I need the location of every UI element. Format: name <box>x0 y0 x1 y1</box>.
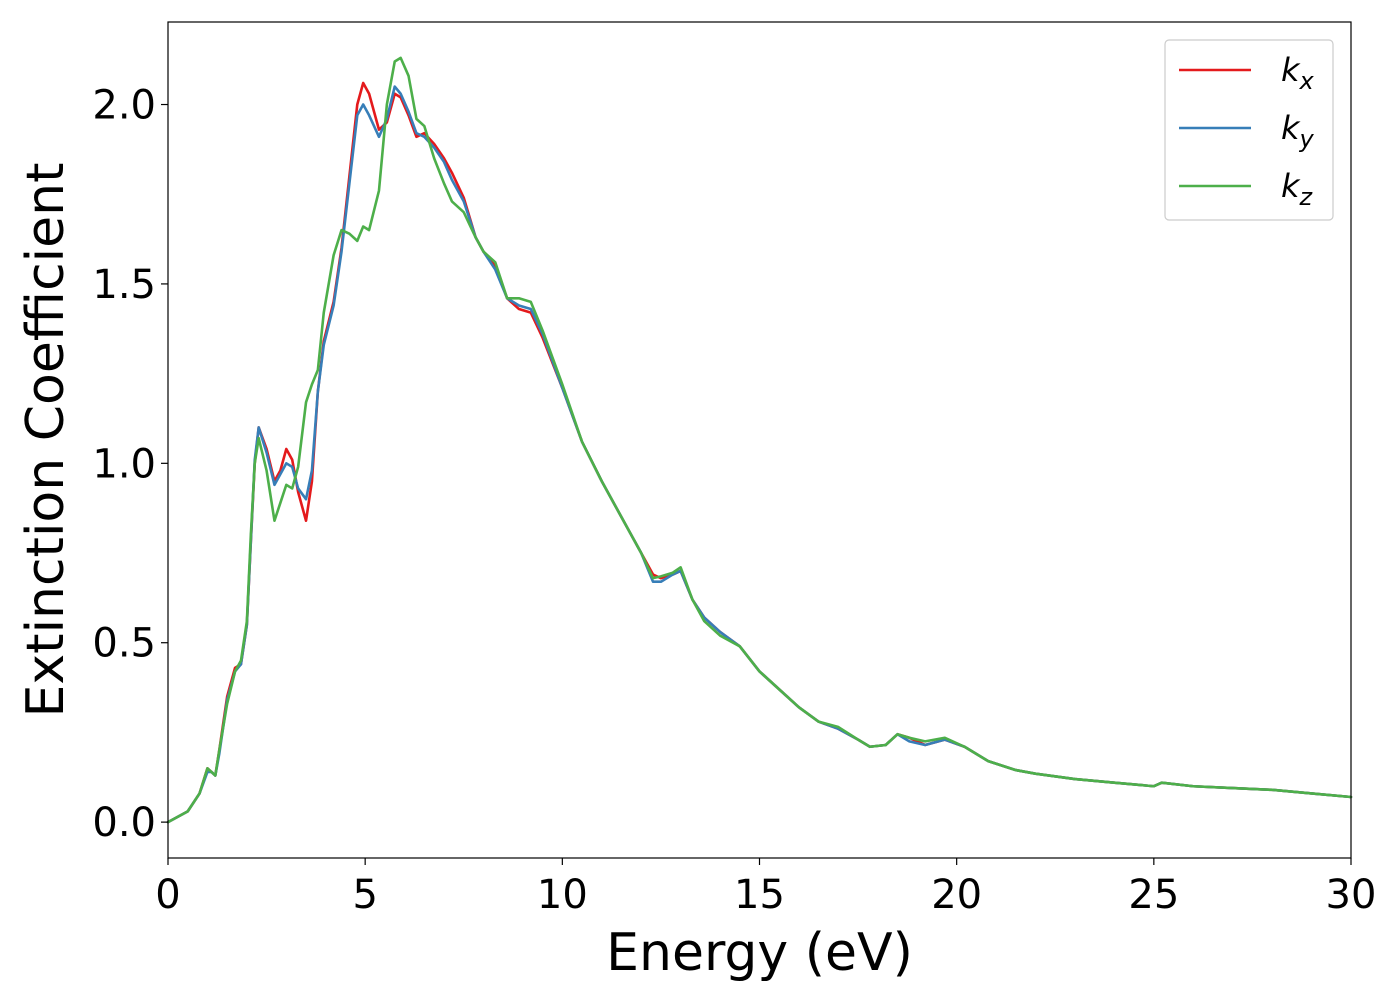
x-tick-label: 20 <box>931 872 982 918</box>
y-tick-label: 2.0 <box>92 83 156 129</box>
series-line-k_y <box>166 85 1353 824</box>
x-tick-label: 15 <box>734 872 785 918</box>
x-tick-label: 25 <box>1128 872 1179 918</box>
y-tick-label: 0.5 <box>92 621 156 667</box>
x-tick-label: 10 <box>537 872 588 918</box>
x-tick-label: 0 <box>155 872 180 918</box>
y-tick-label: 0.0 <box>92 800 156 846</box>
y-axis-title: Extinction Coefficient <box>16 163 76 718</box>
x-tick-label: 30 <box>1326 872 1377 918</box>
legend-label-k_x: kx <box>1281 51 1315 95</box>
legend-label-k_y: ky <box>1281 109 1315 153</box>
plot-area <box>168 22 1351 858</box>
y-tick-label: 1.5 <box>92 262 156 308</box>
x-tick-label: 5 <box>352 872 377 918</box>
series-layer <box>166 56 1353 824</box>
legend: kx ky kz <box>1164 39 1334 221</box>
legend-box <box>1164 39 1334 221</box>
x-axis-title: Energy (eV) <box>606 923 913 983</box>
x-axis: 0 5 10 15 20 25 30 <box>155 858 1376 918</box>
y-axis: 0.0 0.5 1.0 1.5 2.0 <box>92 83 168 846</box>
legend-label-k_z: kz <box>1281 167 1314 211</box>
y-tick-label: 1.0 <box>92 441 156 487</box>
series-line-k_z <box>166 56 1353 824</box>
